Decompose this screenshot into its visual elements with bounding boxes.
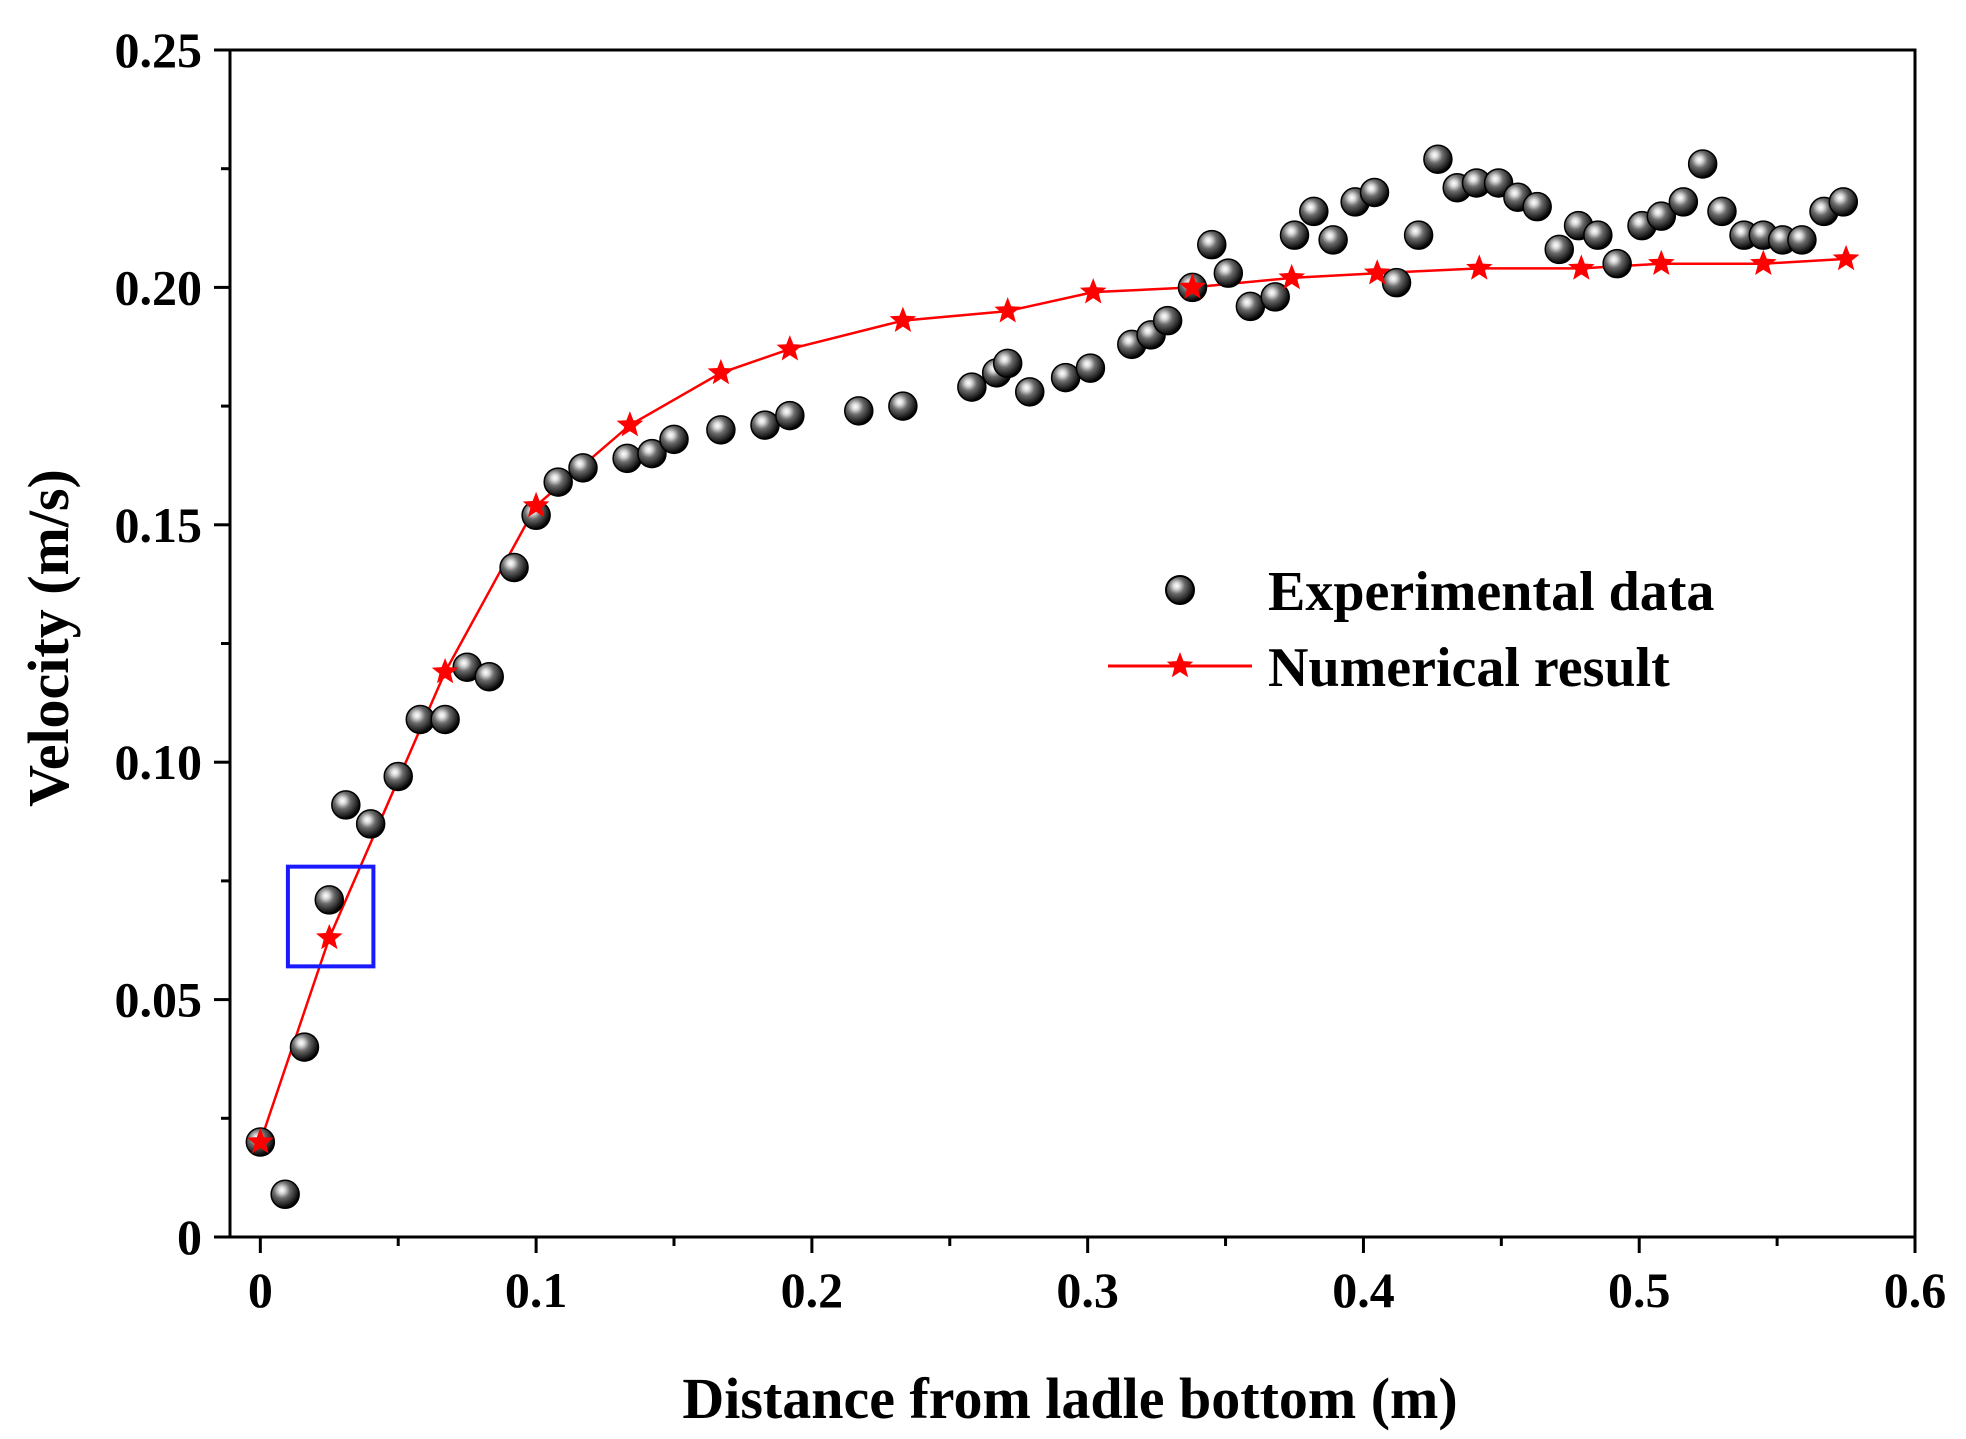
experimental-point	[775, 400, 805, 431]
numerical-point	[1278, 263, 1306, 290]
experimental-point	[1423, 144, 1453, 174]
experimental-point	[992, 348, 1023, 379]
experimental-point	[1403, 220, 1434, 250]
experimental-point	[474, 661, 504, 692]
x-tick-label: 0.4	[1332, 1262, 1395, 1318]
experimental-point	[706, 415, 736, 445]
experimental-point	[957, 372, 987, 402]
x-tick-label: 0	[248, 1262, 273, 1318]
numerical-point	[1079, 278, 1107, 304]
experimental-point	[1381, 267, 1412, 298]
experimental-point	[1668, 187, 1699, 217]
numerical-point	[889, 306, 917, 332]
experimental-point	[1152, 305, 1183, 336]
numerical-point	[522, 491, 550, 518]
highlight-box	[285, 864, 376, 969]
numerical-point	[1648, 249, 1675, 275]
experimental-point	[1318, 225, 1348, 255]
numerical-point	[1466, 254, 1493, 280]
experimental-point	[1828, 187, 1859, 217]
experimental-point	[1050, 362, 1081, 393]
experimental-point	[1583, 220, 1613, 250]
legend-label-experimental: Experimental data	[1268, 561, 1714, 623]
experimental-point	[430, 704, 460, 735]
legend: Experimental data Numerical result	[1108, 561, 1714, 699]
numerical-point	[1363, 259, 1391, 285]
experimental-point	[1544, 234, 1574, 265]
experimental-point	[1707, 196, 1737, 227]
experimental-point	[314, 885, 345, 915]
numerical-point	[1750, 249, 1777, 275]
axes: 0 0.1 0.2 0.3 0.4 0.5 0.6 0 0.05 0.10 0.15 0.20 0.25	[115, 22, 1947, 1318]
experimental-point	[1602, 248, 1632, 279]
experimental-point	[1075, 353, 1106, 383]
experimental-point	[355, 809, 386, 839]
numerical-point	[776, 335, 804, 361]
experimental-point	[1299, 196, 1329, 227]
x-tick-label: 0.3	[1056, 1262, 1119, 1318]
experimental-point	[270, 1179, 300, 1210]
numerical-result-line	[259, 257, 1847, 1143]
experimental-point	[1015, 377, 1045, 407]
experimental-point	[289, 1032, 320, 1062]
experimental-point	[543, 467, 573, 497]
experimental-point	[612, 443, 642, 474]
experimental-point	[1279, 220, 1310, 250]
experimental-point	[1359, 177, 1390, 208]
x-axis-title: Distance from ladle bottom (m)	[682, 1366, 1457, 1431]
x-tick-label: 0.6	[1884, 1262, 1947, 1318]
y-tick-label: 0.25	[115, 22, 203, 78]
y-tick-label: 0.10	[115, 734, 203, 790]
experimental-point	[405, 704, 436, 735]
experimental-point	[844, 396, 874, 426]
experimental-point	[1687, 149, 1718, 179]
numerical-point	[431, 658, 459, 684]
legend-marker-numerical	[1166, 652, 1194, 678]
experimental-point	[383, 761, 413, 792]
experimental-point	[568, 453, 598, 483]
numerical-point	[707, 358, 735, 385]
experimental-point	[331, 790, 361, 820]
experimental-point	[888, 391, 918, 421]
y-axis-title: Velocity (m/s)	[16, 469, 81, 807]
experimental-point	[1197, 229, 1227, 260]
x-tick-label: 0.5	[1608, 1262, 1671, 1318]
legend-label-numerical: Numerical result	[1268, 637, 1670, 699]
x-tick-label: 0.2	[781, 1262, 844, 1318]
experimental-point	[637, 438, 667, 469]
legend-marker-experimental	[1165, 575, 1195, 605]
experimental-point	[1787, 225, 1817, 255]
experimental-point	[1213, 258, 1244, 288]
experimental-point	[750, 410, 780, 440]
x-tick-label: 0.1	[505, 1262, 568, 1318]
numerical-point	[316, 923, 343, 950]
experimental-point	[1646, 201, 1677, 231]
experimental-point	[1260, 282, 1290, 312]
numerical-point	[1179, 273, 1206, 299]
y-tick-label: 0	[177, 1209, 202, 1265]
y-tick-label: 0.05	[115, 972, 203, 1028]
numerical-point	[247, 1128, 274, 1154]
numerical-point	[616, 411, 644, 437]
experimental-point	[499, 552, 529, 583]
experimental-point	[659, 424, 689, 455]
plot-layer	[245, 144, 1860, 1210]
numerical-point	[994, 297, 1021, 323]
numerical-point	[1568, 254, 1595, 280]
experimental-point	[1522, 191, 1552, 222]
y-tick-label: 0.20	[115, 259, 203, 315]
experimental-point	[1235, 291, 1266, 322]
y-tick-label: 0.15	[115, 497, 203, 553]
numerical-point	[1832, 244, 1860, 271]
